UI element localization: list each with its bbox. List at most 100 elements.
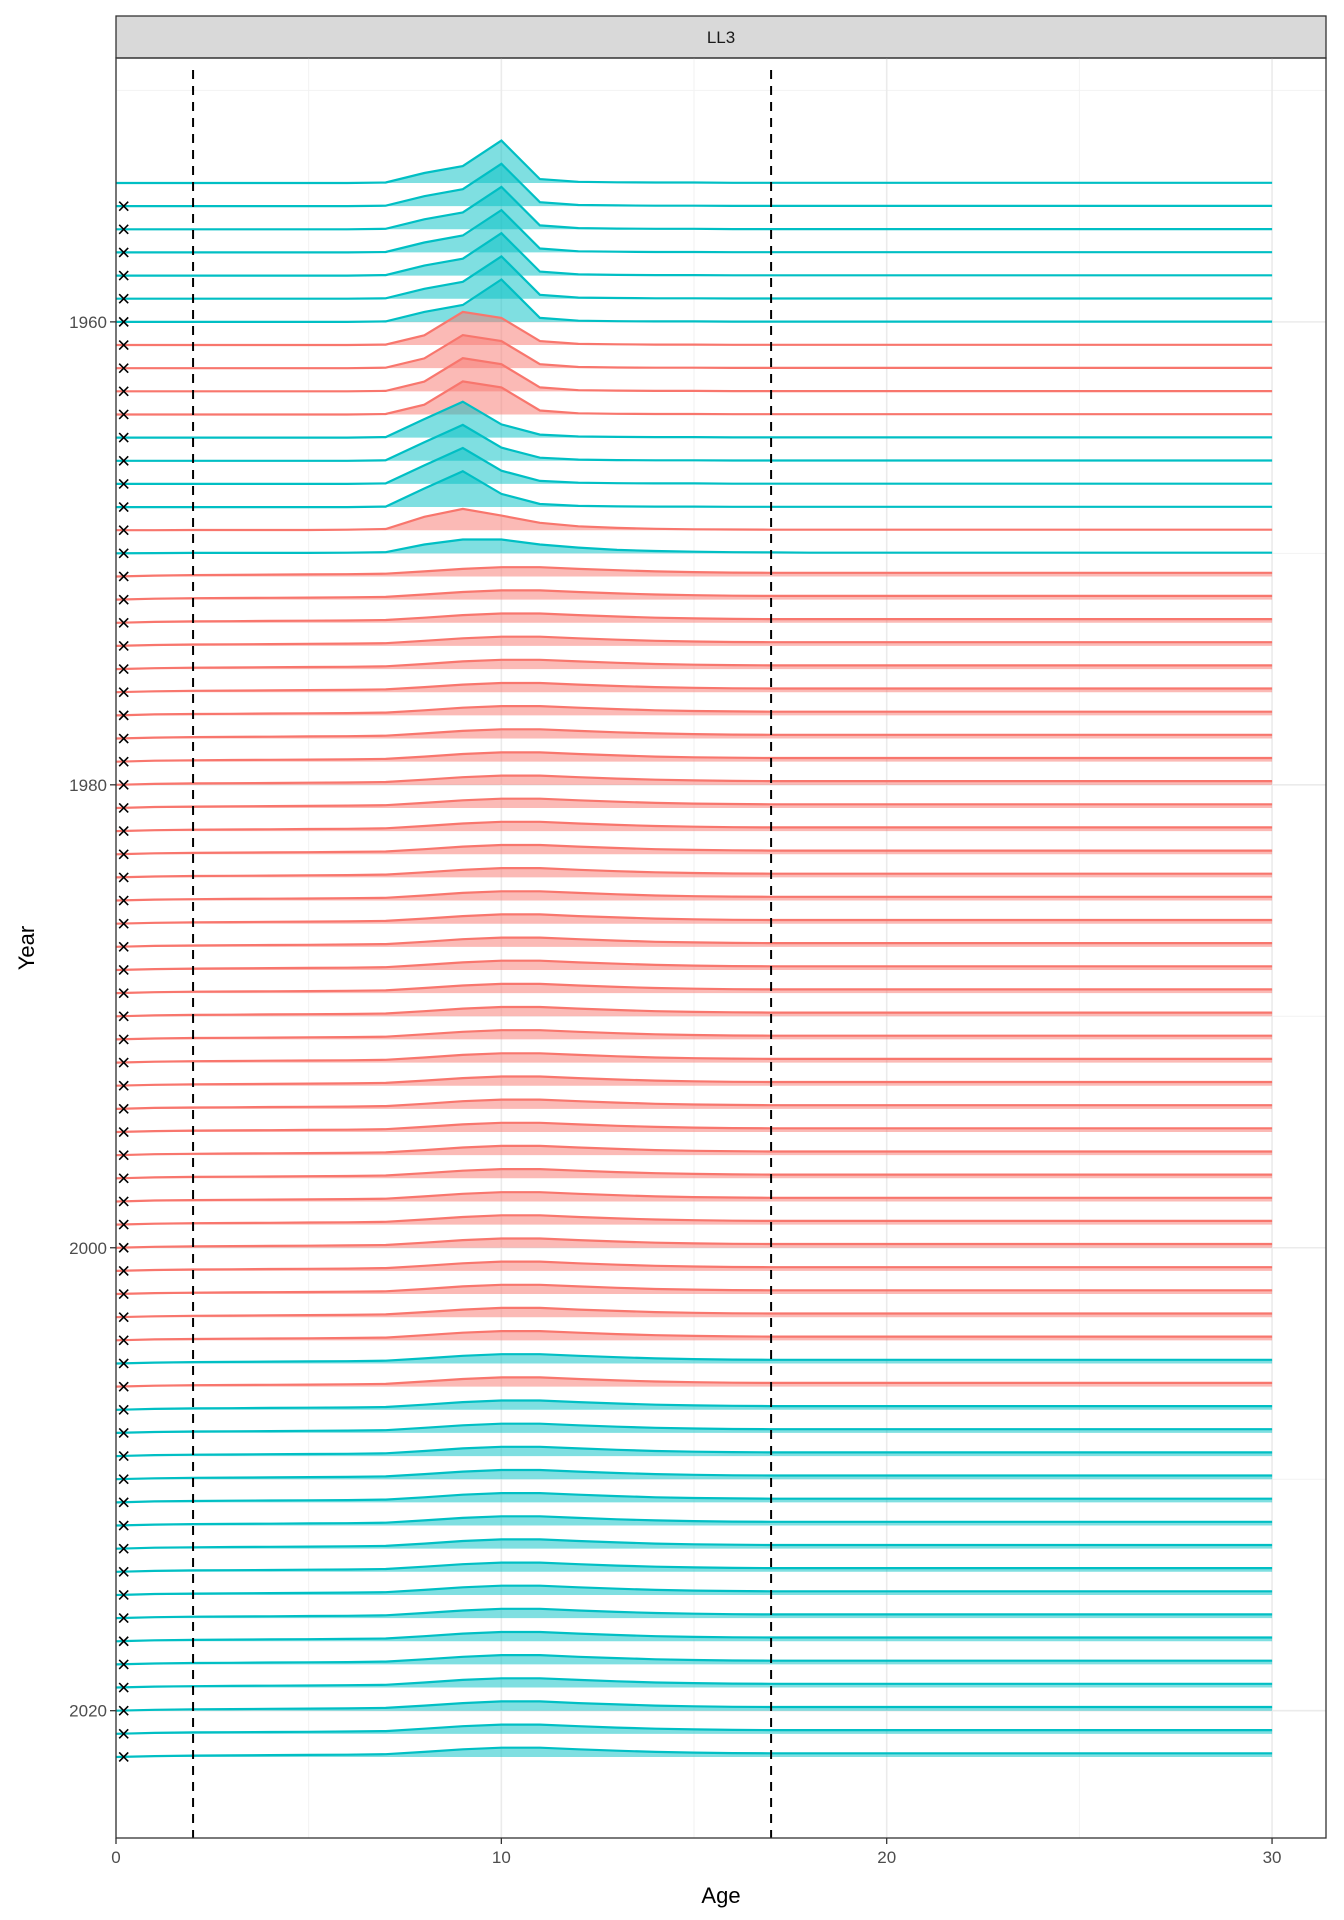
ridge-line [116, 185, 1273, 231]
ridge-fill [116, 706, 1273, 716]
ridge-1965 [116, 400, 1273, 439]
cross-stroke [118, 1427, 129, 1438]
ridge-1959 [116, 254, 1273, 300]
ridge-fill [116, 1470, 1273, 1480]
cross-marker-icon [118, 1451, 129, 1462]
ridge-fill [116, 1099, 1273, 1109]
ridge-fill [116, 914, 1273, 924]
ridge-fill [116, 1030, 1273, 1040]
ridge-line [115, 1052, 1273, 1064]
cross-marker-icon [118, 941, 129, 952]
cross-marker-icon [118, 1589, 129, 1601]
ridge-fill [116, 1307, 1273, 1318]
cross-stroke [118, 316, 129, 327]
cross-stroke [118, 617, 129, 628]
cross-stroke [118, 201, 129, 212]
ridge-line [115, 1075, 1273, 1087]
ridge-1964 [116, 380, 1273, 416]
cross-stroke [118, 710, 129, 721]
cross-marker-icon [118, 455, 129, 466]
ridge-line [115, 1700, 1273, 1712]
ridge-fill [116, 752, 1273, 762]
ridge-fill [116, 845, 1273, 855]
cross-stroke [118, 756, 129, 767]
cross-stroke [118, 849, 129, 860]
ridge-2014 [115, 1561, 1273, 1573]
cross-stroke [118, 247, 129, 258]
ridge-1981 [115, 797, 1273, 810]
ridge-fill [116, 1076, 1273, 1086]
ridge-1969 [116, 507, 1273, 532]
x-tick-label: 10 [492, 1848, 511, 1867]
ridge-1961 [116, 310, 1273, 347]
y-tick-label: 2000 [69, 1239, 107, 1258]
axis-ticks: 0 10 20 30 1960 1980 2000 2020 [69, 313, 1281, 1867]
cross-stroke [118, 1589, 129, 1601]
cross-stroke [118, 478, 129, 489]
ridge-1963 [116, 357, 1273, 393]
cross-stroke [118, 1103, 129, 1114]
ridge-line [115, 866, 1273, 879]
ridge-1997 [115, 1167, 1273, 1180]
cross-marker-icon [118, 1242, 129, 1253]
ridge-fill [116, 983, 1273, 994]
ridge-fill [116, 508, 1273, 531]
cross-stroke [118, 941, 129, 952]
cross-marker-icon [118, 1636, 129, 1647]
ridge-line [115, 1422, 1273, 1434]
ridge-fill [116, 868, 1273, 878]
ridge-line [116, 254, 1273, 300]
ridge-line [115, 1515, 1273, 1527]
cross-stroke [118, 594, 129, 605]
cross-markers [118, 201, 129, 1763]
ridge-1979 [115, 751, 1273, 763]
cross-stroke [118, 386, 129, 397]
cross-marker-icon [118, 756, 129, 767]
ridge-fill [116, 891, 1273, 901]
cross-marker-icon [118, 1520, 129, 1531]
cross-marker-icon [118, 293, 129, 304]
ridge-fill [116, 1493, 1273, 1503]
ridge-line [115, 1329, 1273, 1342]
panel-border [115, 57, 1327, 1839]
ridge-fill [116, 590, 1273, 600]
cross-marker-icon [118, 316, 129, 327]
ridge-fill [116, 1007, 1273, 1017]
ridge-fill [116, 1423, 1273, 1433]
cross-marker-icon [118, 386, 129, 397]
facet-strip-label: LL3 [707, 28, 735, 47]
ridge-fill [116, 1215, 1273, 1225]
cross-marker-icon [118, 1543, 129, 1554]
ridge-line [116, 380, 1273, 416]
ridge-fill [116, 636, 1273, 646]
ridge-fill [116, 1354, 1273, 1364]
cross-stroke [118, 664, 129, 675]
ridge-fill [116, 1516, 1273, 1526]
ridge-fill [116, 1192, 1273, 1202]
ridge-line [115, 1029, 1273, 1041]
cross-stroke [118, 339, 129, 351]
cross-stroke [118, 802, 129, 814]
ridge-2000 [115, 1237, 1273, 1249]
ridge-line [115, 1538, 1273, 1550]
ridge-fill [116, 683, 1273, 693]
ridge-line [116, 278, 1273, 323]
ridge-2015 [115, 1584, 1273, 1597]
cross-stroke [118, 1636, 129, 1647]
ridge-1996 [115, 1144, 1273, 1157]
cross-marker-icon [118, 1427, 129, 1438]
ridge-fill [116, 1724, 1273, 1734]
ridge-1978 [115, 728, 1273, 740]
ridge-fill [116, 1169, 1273, 1179]
ridge-fill [116, 937, 1273, 947]
ridge-line [115, 635, 1273, 647]
ridge-line [115, 890, 1273, 902]
cross-marker-icon [118, 1335, 129, 1346]
cross-marker-icon [118, 247, 129, 258]
ridge-line [115, 1653, 1273, 1666]
ridge-line [116, 162, 1273, 208]
ridge-line [115, 566, 1273, 578]
ridge-line [115, 589, 1273, 601]
ridge-line [115, 1491, 1273, 1504]
